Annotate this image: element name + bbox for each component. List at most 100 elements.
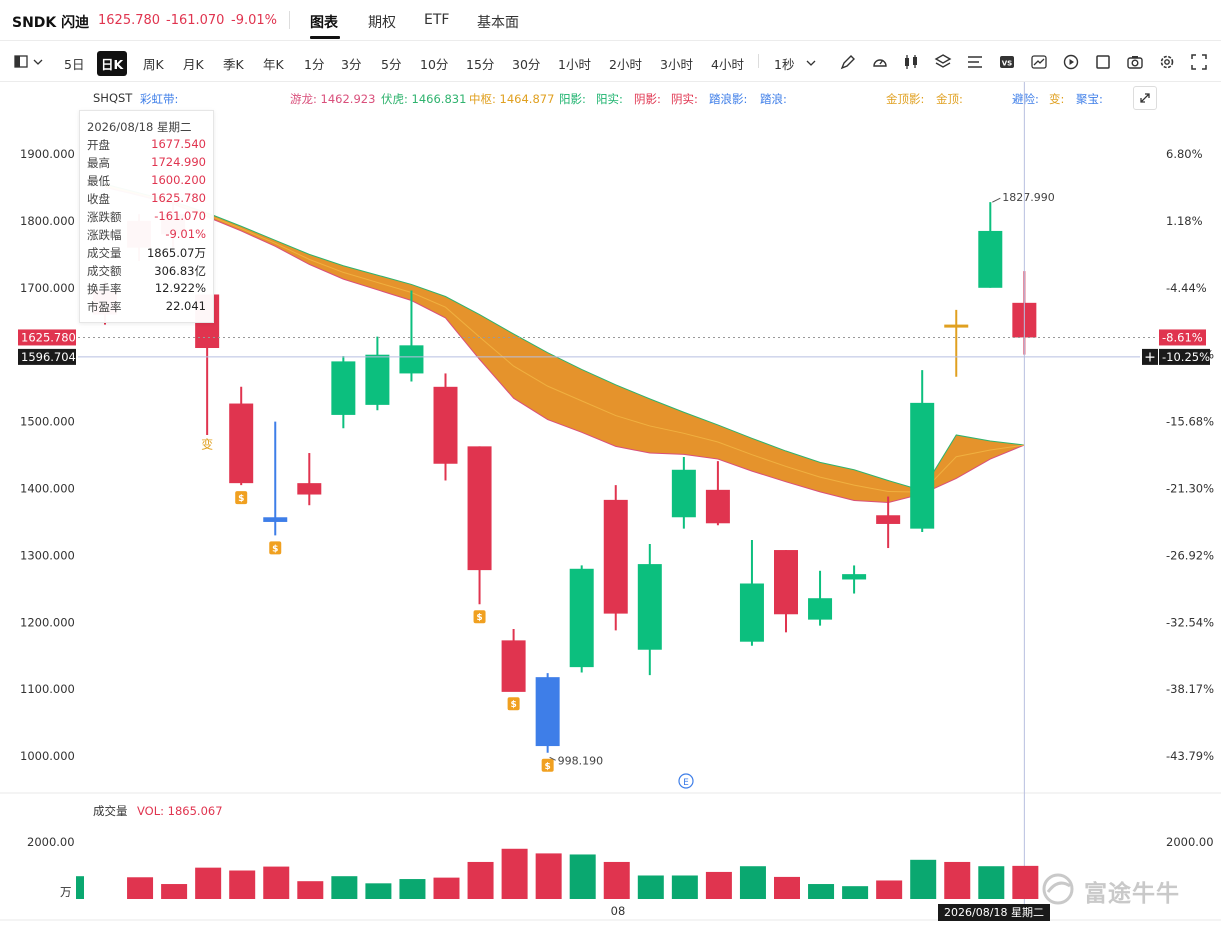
- candle-body: [433, 386, 458, 464]
- y-tick-label-left: 1200.000: [20, 615, 75, 629]
- volume-bar: [739, 866, 766, 899]
- gauge-icon[interactable]: [871, 53, 889, 71]
- legend-item: 金顶影:: [886, 92, 925, 106]
- timeframe-3h[interactable]: 3小时: [660, 57, 693, 72]
- tooltip-key: 收盘: [87, 192, 110, 206]
- legend-item: 中枢: 1464.877: [469, 92, 555, 106]
- crosshair-date-label: 2026/08/18 星期二: [944, 906, 1044, 919]
- legend-item: 阳影:: [559, 92, 586, 106]
- timeframe-weekly[interactable]: 周K: [143, 57, 164, 72]
- timeframe-3m[interactable]: 3分: [341, 57, 362, 72]
- tooltip-key: 市盈率: [87, 300, 122, 314]
- volume-bar: [876, 880, 903, 899]
- layout-toggle-icon[interactable]: [14, 55, 44, 69]
- timeframe-4h[interactable]: 4小时: [711, 57, 744, 72]
- legend-item: 踏浪:: [760, 92, 787, 106]
- high-annotation: 1827.990: [1002, 191, 1055, 204]
- timeframe-30m[interactable]: 30分: [512, 57, 541, 72]
- watermark-text: 富途牛牛: [1084, 881, 1180, 907]
- band-name: 彩虹带:: [140, 92, 179, 106]
- volume-bar: [842, 886, 869, 899]
- y-tick-label-right: 6.80%: [1166, 147, 1203, 161]
- volume-bar: [705, 871, 732, 899]
- timeframe-10m[interactable]: 10分: [420, 57, 449, 72]
- legend-item: 避险:: [1012, 92, 1039, 106]
- tab-etf[interactable]: ETF: [424, 12, 450, 28]
- timeframe-2h[interactable]: 2小时: [609, 57, 642, 72]
- current-price-label: 1625.780: [21, 330, 76, 344]
- timeframe-15m[interactable]: 15分: [466, 57, 495, 72]
- y-tick-label-right: -21.30%: [1166, 482, 1214, 496]
- tooltip-value: 1600.200: [151, 173, 206, 187]
- settings-icon[interactable]: [1158, 53, 1176, 71]
- divider: [758, 54, 759, 68]
- crosshair-pct-tag: [1159, 348, 1210, 365]
- rectangle-icon[interactable]: [1094, 53, 1112, 71]
- candle-body: [671, 469, 696, 518]
- volume-bar: [331, 876, 358, 899]
- tooltip-key: 成交量: [87, 246, 122, 260]
- y-tick-label-right: -26.92%: [1166, 548, 1214, 562]
- band-lower-line: [104, 186, 1025, 504]
- tab-options[interactable]: 期权: [368, 15, 396, 31]
- tooltip-key: 最高: [87, 156, 110, 170]
- stock-symbol: SNDK 闪迪: [12, 15, 90, 31]
- candle-type-icon[interactable]: [902, 53, 920, 71]
- indicator-list-icon[interactable]: [966, 53, 984, 71]
- timeframe-quarterly[interactable]: 季K: [223, 57, 244, 72]
- volume-bar: [978, 866, 1005, 899]
- tab-fundamentals[interactable]: 基本面: [477, 15, 519, 31]
- legend-item: 阴实:: [671, 92, 698, 106]
- timeframe-5m[interactable]: 5分: [381, 57, 402, 72]
- legend-item: 游龙: 1462.923: [290, 92, 376, 106]
- timeframe-yearly[interactable]: 年K: [263, 57, 284, 72]
- fullscreen-icon[interactable]: [1190, 53, 1208, 71]
- y-tick-label-left: 1500.000: [20, 415, 75, 429]
- candle-body: [535, 677, 560, 747]
- volume-bar: [603, 861, 630, 899]
- y-tick-label-right: -32.54%: [1166, 615, 1214, 629]
- expand-chart-button[interactable]: [1133, 86, 1157, 110]
- candle-body: [501, 640, 526, 692]
- chevron-down-icon[interactable]: [806, 59, 816, 67]
- legend-item: 踏浪影:: [709, 92, 748, 106]
- candle-body: [705, 489, 730, 524]
- volume-bar: [195, 867, 222, 899]
- tooltip-key: 成交额: [87, 264, 122, 278]
- change-annotation: 变: [201, 437, 213, 452]
- timeframe-1m[interactable]: 1分: [304, 57, 325, 72]
- legend-item: 变:: [1049, 92, 1065, 106]
- tooltip-key: 涨跌额: [87, 210, 122, 224]
- layers-icon[interactable]: [934, 53, 952, 71]
- chart-toolbar: 5日 日K 周K 月K 季K 年K 1分 3分 5分 10分 15分 30分 1…: [0, 41, 1221, 82]
- futu-logo-icon: [1042, 873, 1074, 905]
- vs-icon[interactable]: VS: [998, 53, 1016, 71]
- volume-bar: [76, 876, 84, 899]
- camera-icon[interactable]: [1126, 53, 1144, 71]
- volume-bar: [774, 876, 800, 899]
- y-tick-label-left: 1400.000: [20, 482, 75, 496]
- timeframe-monthly[interactable]: 月K: [183, 57, 204, 72]
- timeframe-1h[interactable]: 1小时: [558, 57, 591, 72]
- tooltip-value: 1724.990: [151, 155, 206, 169]
- earnings-marker-letter: E: [683, 778, 689, 788]
- low-annotation-line: [549, 756, 556, 761]
- tooltip-row: 成交额 306.83亿: [87, 263, 206, 281]
- pen-icon[interactable]: [839, 53, 857, 71]
- timeframe-daily[interactable]: 日K: [97, 51, 128, 76]
- timeframe-5d[interactable]: 5日: [64, 57, 85, 72]
- signal-marker-icon: [473, 610, 486, 624]
- volume-bar: [229, 870, 256, 899]
- crosshair-add-button: [1142, 348, 1158, 365]
- kline-chart[interactable]: 1000.000 1100.000 1200.000 1300.000 1400.000…: [0, 82, 1221, 925]
- candle-body: [399, 345, 424, 374]
- band-mid-line: [104, 185, 1025, 493]
- band-upper-line: [104, 183, 1025, 492]
- chart-line-icon[interactable]: [1030, 53, 1048, 71]
- active-tab-indicator: [310, 36, 340, 39]
- replay-icon[interactable]: [1062, 53, 1080, 71]
- tab-chart[interactable]: 图表: [310, 15, 338, 31]
- timeframe-1s[interactable]: 1秒: [774, 57, 795, 72]
- tooltip-value: -161.070: [154, 209, 206, 223]
- candle-body: [229, 403, 254, 484]
